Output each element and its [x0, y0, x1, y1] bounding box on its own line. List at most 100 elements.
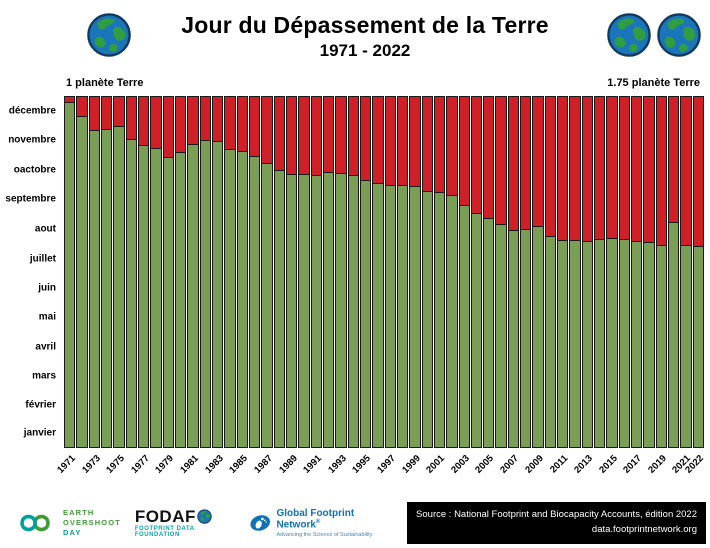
- bar-2016: [618, 96, 631, 448]
- x-tick-1997: 1997: [375, 453, 398, 476]
- bar-1980: [174, 96, 187, 448]
- bar-green-segment: [273, 170, 285, 448]
- bar-green-segment: [680, 245, 692, 448]
- x-tick-1973: 1973: [79, 453, 103, 476]
- bar-green-segment: [569, 239, 581, 448]
- bar-red-segment: [162, 96, 174, 157]
- bar-green-segment: [236, 150, 248, 448]
- bar-green-segment: [187, 144, 199, 448]
- bar-1990: [298, 96, 310, 448]
- bar-red-segment: [581, 96, 594, 241]
- bar-green-segment: [335, 173, 347, 448]
- bar-red-segment: [64, 96, 76, 102]
- bar-green-segment: [347, 175, 359, 448]
- bar-red-segment: [113, 96, 125, 126]
- bar-red-segment: [310, 96, 322, 176]
- bar-2020: [668, 96, 680, 448]
- bar-green-segment: [211, 141, 224, 448]
- bar-1999: [409, 96, 421, 448]
- bar-red-segment: [692, 96, 705, 247]
- x-tick-2001: 2001: [424, 453, 448, 476]
- bar-green-segment: [458, 204, 470, 448]
- bar-red-segment: [446, 96, 458, 196]
- fodafo-globe-o-icon: [197, 509, 212, 524]
- y-tick-mai: mai: [38, 311, 56, 323]
- bar-red-segment: [668, 96, 680, 223]
- bar-red-segment: [347, 96, 359, 176]
- fodafo-tagline: FOOTPRINT DATA FOUNDATION: [134, 526, 195, 538]
- bar-green-segment: [655, 245, 668, 448]
- earth-globe-icon: [87, 13, 131, 57]
- bar-2017: [631, 96, 643, 448]
- x-tick-1971: 1971: [55, 453, 78, 476]
- bar-green-segment: [64, 101, 76, 448]
- y-tick-aout: aout: [34, 223, 56, 235]
- bar-1981: [187, 96, 199, 448]
- bar-green-segment: [88, 129, 100, 448]
- bar-red-segment: [125, 96, 137, 140]
- bar-2019: [655, 96, 668, 448]
- bar-green-segment: [224, 149, 236, 448]
- bar-red-segment: [174, 96, 187, 152]
- bar-green-segment: [285, 174, 298, 448]
- bar-1987: [261, 96, 273, 448]
- x-tick-1977: 1977: [129, 453, 152, 476]
- bar-green-segment: [594, 238, 606, 448]
- bar-red-segment: [618, 96, 631, 239]
- x-tick-1993: 1993: [325, 453, 349, 476]
- planet-labels-row: 1 planète Terre 1.75 planète Terre: [66, 77, 700, 89]
- y-tick-janvier: janvier: [23, 427, 56, 439]
- plot-area: [64, 96, 705, 448]
- bar-red-segment: [594, 96, 606, 239]
- bar-2002: [446, 96, 458, 448]
- bar-green-segment: [643, 241, 655, 448]
- y-tick-juillet: juillet: [29, 253, 56, 264]
- y-tick-mars: mars: [32, 370, 56, 382]
- bar-green-segment: [310, 175, 322, 448]
- bar-green-segment: [433, 192, 446, 448]
- x-tick-2017: 2017: [621, 453, 645, 476]
- bar-2006: [495, 96, 507, 448]
- bar-red-segment: [483, 96, 495, 219]
- x-tick-1995: 1995: [350, 453, 374, 476]
- bar-green-segment: [162, 156, 174, 448]
- source-link[interactable]: data.footprintnetwork.org: [591, 524, 697, 535]
- bar-green-segment: [618, 238, 631, 448]
- x-tick-2011: 2011: [547, 453, 571, 476]
- footprint-icon: [250, 515, 270, 531]
- bar-1998: [396, 96, 409, 448]
- bar-red-segment: [359, 96, 372, 180]
- bar-2007: [507, 96, 520, 448]
- global-footprint-network-logo: Global Footprint Network® Advancing the …: [249, 508, 393, 538]
- bar-red-segment: [199, 96, 211, 141]
- bar-green-segment: [483, 218, 495, 448]
- bar-green-segment: [606, 237, 618, 448]
- bar-2014: [594, 96, 606, 448]
- bar-2004: [470, 96, 483, 448]
- bar-1979: [162, 96, 174, 448]
- bar-1994: [347, 96, 359, 448]
- fodafo-wordmark: FODAF: [135, 508, 212, 525]
- earth-overshoot-day-wordmark: EARTH OVERSHOOT DAY: [63, 508, 121, 538]
- x-tick-2005: 2005: [473, 453, 497, 476]
- bar-2008: [520, 96, 532, 448]
- bar-1974: [100, 96, 113, 448]
- bar-red-segment: [273, 96, 285, 171]
- x-tick-1979: 1979: [153, 453, 177, 476]
- x-tick-2015: 2015: [596, 453, 620, 476]
- bar-green-segment: [322, 172, 335, 448]
- bar-2012: [569, 96, 581, 448]
- footer: EARTH OVERSHOOT DAY FODAF FOOTPRINT DATA…: [12, 501, 706, 545]
- bar-green-segment: [174, 151, 187, 448]
- x-tick-1987: 1987: [252, 453, 275, 476]
- bar-2021: [680, 96, 692, 448]
- bar-2011: [557, 96, 569, 448]
- bar-green-segment: [199, 140, 211, 448]
- one-point-75-planet-label: 1.75 planète Terre: [607, 77, 700, 89]
- earth-globe-icon: [607, 13, 651, 57]
- eod-word-overshoot: OVERSHOOT: [63, 517, 121, 527]
- bar-2009: [532, 96, 544, 448]
- bar-1989: [285, 96, 298, 448]
- bar-green-segment: [581, 240, 594, 448]
- y-tick-septembre: septembre: [5, 193, 56, 205]
